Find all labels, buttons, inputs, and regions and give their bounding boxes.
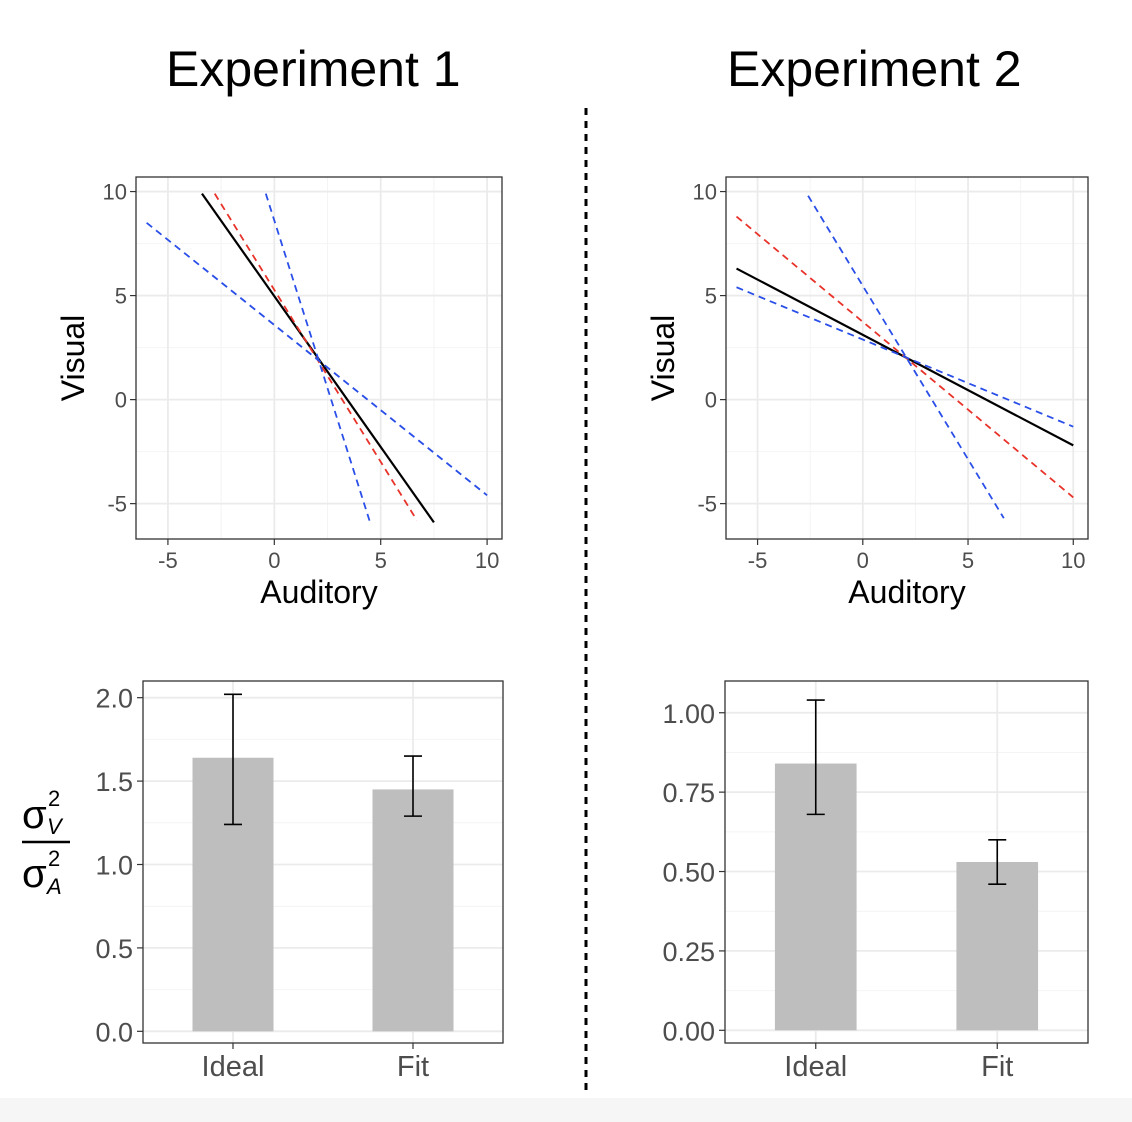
series-line-4 [146,222,488,497]
x-tick-label: Fit [397,1051,429,1083]
panel-border [724,680,1089,1044]
x-tick-label: 0 [268,548,280,573]
experiment-1-title: Experiment 1 [166,41,461,97]
exp1-lines-chart: -5 0 5 10 -5 0 5 10 Auditory Visual [55,176,503,610]
x-tick-label: -5 [158,548,178,573]
x-tick-label: Ideal [202,1051,265,1083]
x-tick-label: 5 [962,548,974,573]
error-bar-ideal [806,699,825,816]
y-tick-label: 5 [115,284,127,309]
experiment-2-title: Experiment 2 [727,41,1022,97]
denominator-sup: 2 [48,846,60,871]
bottom-strip [0,1098,1132,1122]
error-bar-ideal [224,693,242,826]
exp1-bars-chart: 0.0 0.5 1.0 1.5 2.0 Ideal Fit [95,680,504,1083]
error-bar-fit [988,838,1007,886]
y-tick-label: 2.0 [95,684,133,714]
y-tick-label: 5 [705,284,717,309]
panel-border [725,176,1089,540]
y-tick-label: 1.0 [95,851,133,881]
y-tick-label: 0 [705,388,717,413]
bar-fit [956,862,1039,1031]
series-line-4 [736,286,1074,428]
exp2-lines-chart: -5 0 5 10 -5 0 5 10 Auditory Visual [645,176,1089,610]
y-tick-label: 0 [115,388,127,413]
y-tick-label: 0.50 [662,858,715,888]
numerator-sup: 2 [48,786,60,811]
x-axis-label: Auditory [848,574,965,610]
y-tick-label: -5 [697,492,717,517]
x-tick-label: 10 [1061,548,1085,573]
y-tick-label: -5 [107,492,127,517]
y-tick-label: 10 [693,180,717,205]
y-axis-label: Visual [55,315,91,402]
denominator-sub: A [45,874,62,899]
series-line-3 [807,195,1005,519]
y-tick-label: 1.5 [95,767,133,797]
y-tick-label: 0.00 [662,1016,715,1046]
x-tick-label: 0 [857,548,869,573]
y-tick-label: 0.0 [95,1017,133,1047]
x-tick-label: Fit [981,1051,1013,1083]
exp2-bars-chart: 0.00 0.25 0.50 0.75 1.00 Ideal Fit [662,680,1089,1083]
x-tick-label: -5 [748,548,768,573]
panel-border [142,680,504,1044]
x-tick-label: Ideal [784,1051,847,1083]
numerator-sigma: σ [22,793,47,837]
y-tick-label: 0.5 [95,934,133,964]
x-tick-label: 5 [375,548,387,573]
y-tick-label: 0.75 [662,778,715,808]
numerator-sub: V [47,814,64,839]
sigma-ratio-label: σ 2 V σ 2 A [22,786,70,899]
x-tick-label: 10 [475,548,499,573]
x-axis-label: Auditory [260,574,377,610]
panel-border [135,176,503,540]
y-tick-label: 10 [103,180,127,205]
bar-fit [372,789,454,1032]
y-tick-label: 1.00 [662,699,715,729]
series-line-3 [264,193,371,523]
series-line-2 [213,193,418,521]
y-tick-label: 0.25 [662,937,715,967]
denominator-sigma: σ [22,852,47,896]
y-axis-label: Visual [645,315,681,402]
error-bar-fit [404,755,422,817]
